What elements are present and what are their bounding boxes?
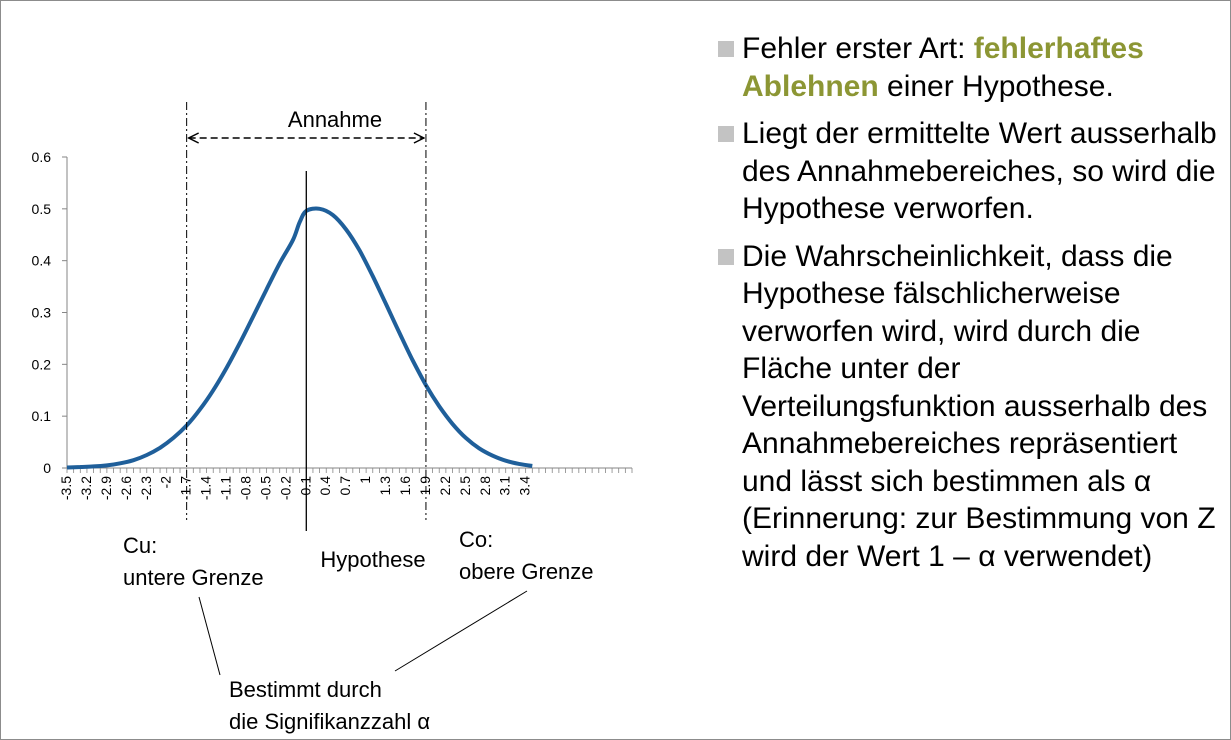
lower-limit-label-title: Cu: [123, 533, 157, 558]
bullet-item: Die Wahrscheinlichkeit, dass die Hypothe… [716, 238, 1221, 576]
lower-limit-label-text: untere Grenze [123, 565, 264, 590]
normal-distribution-chart: 0 0.1 0.2 0.3 0.4 0.5 0.6 -3.5 -3.2 -2.9 -2.6 -2.3… [32, 102, 633, 734]
series-line [66, 206, 533, 470]
x-tick-label: -2.6 [118, 476, 134, 500]
y-tick-label: 0 [43, 460, 51, 476]
x-tick-label: -2.3 [138, 476, 154, 500]
x-tick-label: 1 [357, 476, 373, 484]
bullet-highlight: fehlerhaftes Ablehnen [742, 32, 1144, 103]
bullet-marker-icon [718, 248, 734, 265]
y-tick-label: 0.1 [32, 408, 52, 424]
x-tick-label: 0.4 [317, 476, 333, 496]
y-tick-label: 0.4 [32, 253, 52, 269]
alpha-label-line2: die Signifikanzzahl α [229, 709, 430, 734]
bullet-marker-icon [718, 126, 734, 142]
x-tick-label: 1.3 [377, 476, 393, 496]
x-tick-label: 2.5 [457, 476, 473, 496]
bullet-text-pre: Fehler erster Art: [742, 32, 974, 65]
x-tick-label: -0.5 [257, 476, 273, 500]
bullet-text: Liegt der ermittelte Wert ausserhalb des… [742, 117, 1217, 225]
x-tick-label: 0.1 [297, 476, 313, 496]
x-tick-label: 2.2 [437, 476, 453, 496]
bullet-item: Fehler erster Art: fehlerhaftes Ablehnen… [716, 30, 1221, 105]
bullet-text-post: einer Hypothese. [878, 69, 1114, 103]
connector-line-lower [198, 596, 221, 676]
x-tick-label: 3.4 [517, 476, 533, 496]
x-tick-label: -0.8 [237, 476, 253, 500]
y-tick-label: 0.6 [32, 149, 52, 165]
x-tick-label: -3.2 [78, 476, 94, 500]
y-tick-label: 0.2 [32, 356, 52, 372]
y-tick-label: 0.5 [32, 201, 52, 217]
bullet-text: Die Wahrscheinlichkeit, dass die Hypothe… [742, 239, 1216, 573]
x-tick-label: -2.9 [98, 476, 114, 500]
x-tick-label: 1.6 [397, 476, 413, 496]
x-tick-label: -1.1 [218, 476, 234, 500]
upper-limit-label-title: Co: [459, 527, 493, 552]
y-tick-label: 0.3 [32, 305, 52, 321]
x-tick-label: -3.5 [58, 476, 74, 500]
x-tick-label: 3.1 [497, 476, 513, 496]
x-tick-label: 0.7 [337, 476, 353, 496]
x-tick-label: -2 [158, 476, 174, 489]
y-axis: 0 0.1 0.2 0.3 0.4 0.5 0.6 [32, 149, 68, 476]
bullet-marker-icon [718, 41, 734, 57]
acceptance-label: Annahme [288, 107, 382, 132]
x-tick-label: 1.9 [417, 476, 433, 496]
x-tick-label: -1.7 [178, 476, 194, 500]
upper-limit-label-text: obere Grenze [459, 559, 594, 584]
x-tick-label: -0.2 [277, 476, 293, 500]
hypothesis-label: Hypothese [320, 547, 425, 572]
series-line-group [66, 206, 533, 470]
x-tick-label: -1.4 [198, 476, 214, 500]
x-axis: -3.5 -3.2 -2.9 -2.6 -2.3 -2 -1.7 -1.4 -1.1 -0.8 -0… [58, 467, 633, 500]
bullet-list: Fehler erster Art: fehlerhaftes Ablehnen… [716, 30, 1221, 585]
connector-line-upper [394, 590, 528, 672]
bullet-item: Liegt der ermittelte Wert ausserhalb des… [716, 115, 1221, 228]
alpha-label-line1: Bestimmt durch [229, 677, 382, 702]
x-tick-label: 2.8 [477, 476, 493, 496]
